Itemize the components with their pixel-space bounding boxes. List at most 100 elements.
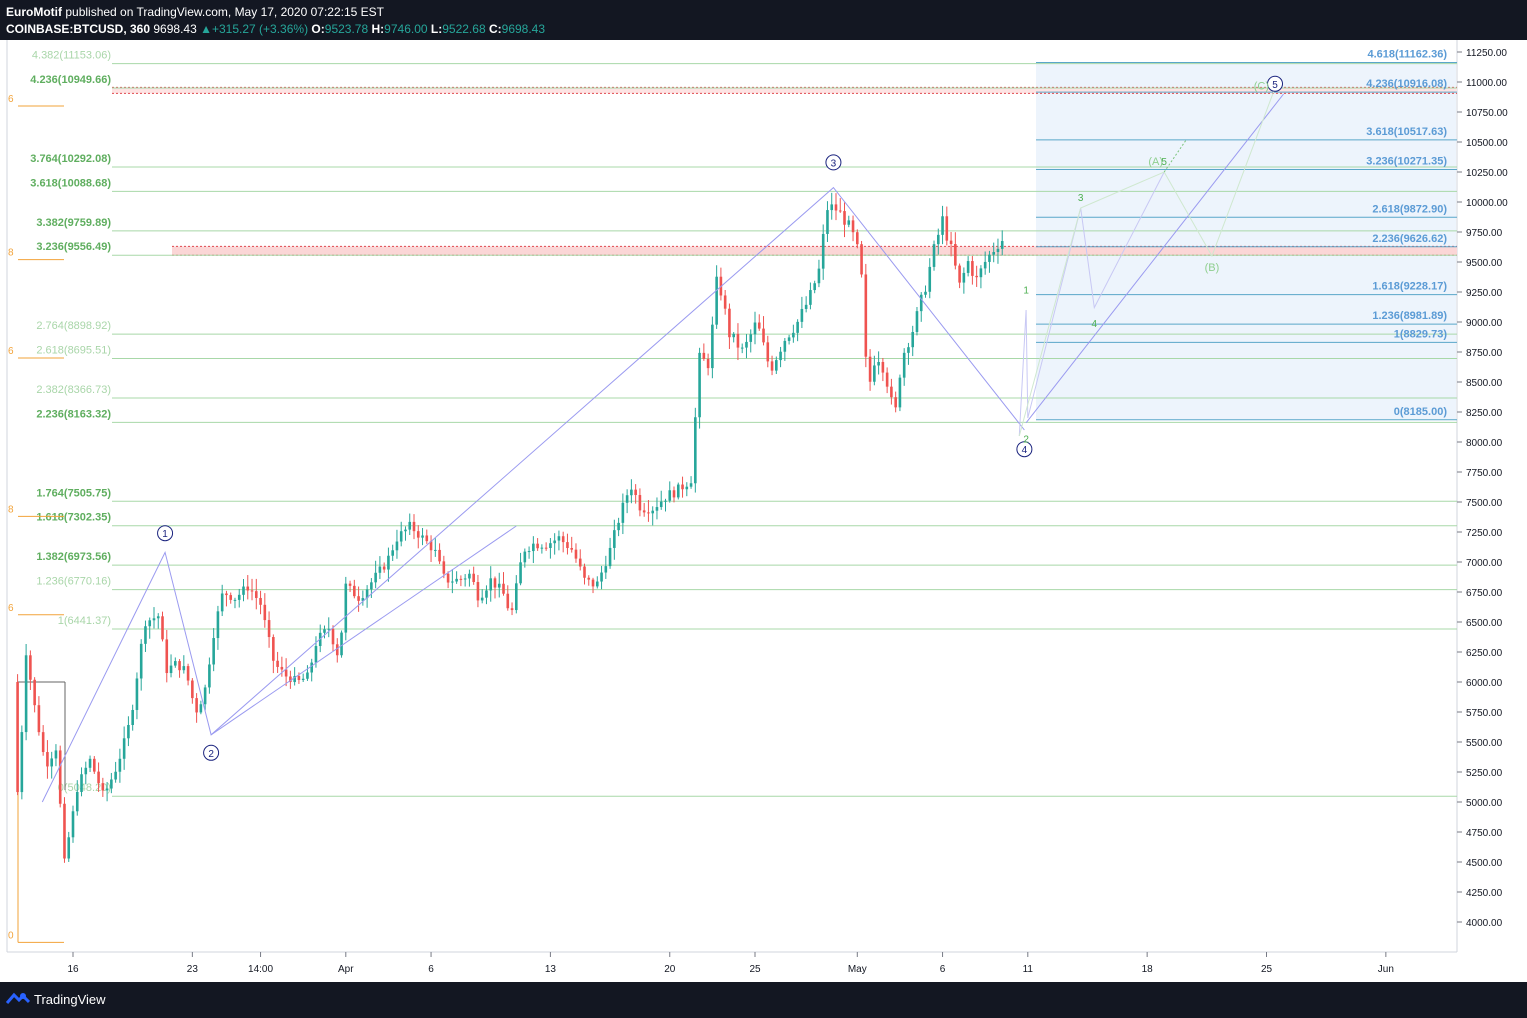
wave-label: 4 (1022, 445, 1028, 456)
projection-dotted (1163, 139, 1187, 173)
wave-label-circle (825, 154, 842, 171)
candle-body (314, 646, 318, 663)
candle-body (617, 522, 620, 531)
time-tick-label: May (848, 964, 867, 975)
fib-level-label: 4.236(10949.66) (30, 74, 111, 86)
candle-body (480, 597, 484, 601)
candle-body (885, 372, 889, 387)
candle-body (600, 572, 603, 582)
wave-label: (A) (1148, 156, 1163, 168)
candle-body (613, 530, 616, 548)
candle-body (578, 558, 582, 567)
candle-body (655, 507, 659, 511)
fib-level-label: 2.236(8163.32) (36, 408, 111, 420)
candle-body (966, 261, 970, 273)
candle-body (455, 578, 458, 582)
candle-body (114, 771, 117, 780)
candle-body (246, 586, 250, 591)
candle-body (365, 589, 369, 599)
candle-body (348, 583, 352, 586)
candle-body (139, 643, 143, 679)
candle-body (975, 275, 978, 278)
candle-body (353, 585, 356, 597)
price-tick-label: 5250.00 (1466, 768, 1503, 779)
tradingview-brand[interactable]: TradingView (34, 992, 106, 1007)
price-change: +315.27 (+3.36%) (212, 22, 309, 36)
high-label: H: (371, 22, 385, 36)
candle-body (770, 361, 774, 371)
wave-label-circle (1016, 441, 1033, 458)
candle-body (374, 572, 377, 583)
time-tick-label: 11 (1023, 964, 1034, 975)
candle-body (881, 361, 885, 373)
candle-body (527, 551, 531, 553)
candle-body (382, 566, 386, 570)
symbol-name[interactable]: COINBASE:BTCUSD, 360 (6, 22, 151, 36)
candle-body (161, 616, 164, 640)
candle-body (698, 352, 701, 418)
candle-body (178, 661, 181, 671)
wave-label: 3 (831, 158, 837, 169)
fib-level-label: 2.382(8366.73) (36, 384, 111, 396)
candle-body (340, 632, 343, 656)
candle-body (583, 566, 586, 578)
candle-body (621, 502, 625, 523)
fib-level-label: 1.382(6973.56) (36, 551, 111, 563)
fib-ext-label: 4.618(11162.36) (1367, 49, 1447, 61)
candle-body (451, 581, 454, 583)
candle-body (101, 783, 105, 791)
candle-body (297, 676, 301, 680)
time-tick-label: 23 (187, 964, 199, 975)
candle-body (941, 216, 944, 235)
candle-body (463, 578, 467, 580)
price-tick-label: 11000.00 (1466, 78, 1507, 89)
candle-body (327, 628, 331, 630)
candle-body (847, 220, 851, 225)
orange-marker-label: 6 (8, 94, 14, 105)
time-tick-label: Jun (1378, 964, 1394, 975)
candle-body (301, 678, 305, 680)
fib-ext-label: 0(8185.00) (1394, 406, 1448, 418)
author-name[interactable]: EuroMotif (6, 5, 62, 19)
candle-body (796, 321, 799, 333)
candle-body (681, 484, 684, 490)
candle-body (306, 672, 309, 679)
price-tick-label: 7000.00 (1466, 558, 1503, 569)
candle-body (276, 660, 279, 667)
candle-body (902, 352, 906, 378)
candle-body (813, 283, 816, 291)
price-tick-label: 6250.00 (1466, 648, 1503, 659)
candle-body (873, 365, 876, 382)
price-tick-label: 8250.00 (1466, 408, 1503, 419)
tradingview-logo-icon[interactable] (6, 990, 30, 1008)
candle-body (783, 340, 787, 352)
price-chart[interactable]: 4.382(11153.06) 4.236(10949.66) 3.764(1029… (0, 40, 1527, 982)
fib-level-label: 1.618(7302.35) (36, 512, 111, 524)
price-tick-label: 4750.00 (1466, 828, 1503, 839)
fib-ext-label: 2.618(9872.90) (1372, 203, 1447, 215)
candle-body (740, 347, 744, 349)
candle-body (331, 628, 335, 645)
candle-body (242, 586, 245, 595)
candle-body (834, 204, 838, 211)
candle-body (186, 666, 190, 681)
orange-marker-label: 8 (8, 248, 14, 259)
candle-body (821, 233, 825, 269)
candle-body (144, 626, 147, 644)
candle-body (335, 644, 339, 656)
candle-body (429, 541, 433, 551)
wave-label: 1 (1023, 286, 1029, 297)
candle-body (220, 593, 224, 612)
candle-body (604, 566, 608, 573)
candle-body (749, 334, 753, 342)
high-value: 9746.00 (384, 22, 428, 36)
candle-body (907, 347, 910, 353)
fib-ext-label: 3.236(10271.35) (1366, 155, 1447, 167)
candle-body (642, 510, 646, 513)
candle-body (156, 616, 160, 619)
fib-extension-zone (1036, 62, 1456, 420)
candle-body (928, 266, 932, 292)
candle-body (945, 216, 949, 241)
candle-body (570, 548, 574, 550)
candle-body (625, 495, 629, 503)
